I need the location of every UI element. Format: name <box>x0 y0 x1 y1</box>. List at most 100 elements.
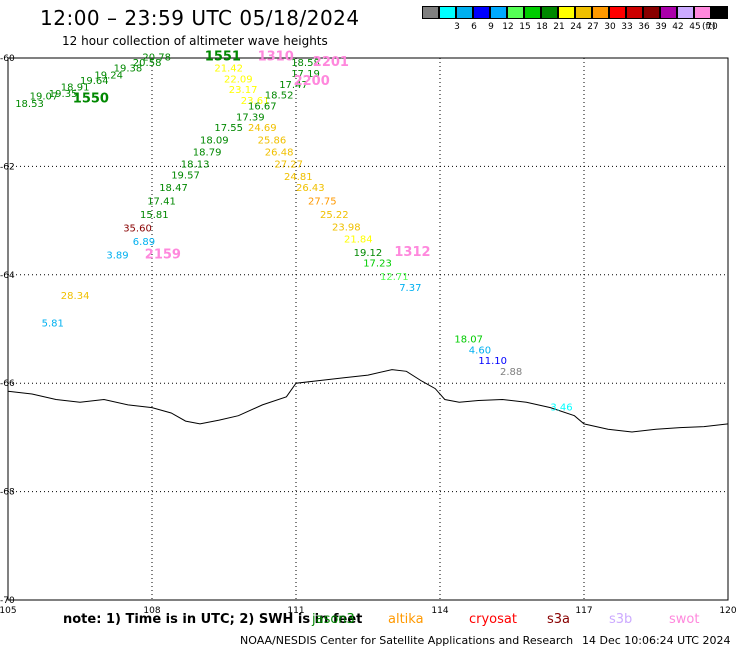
wave-height-label: 5.81 <box>42 318 64 329</box>
legend-swatch <box>643 6 660 19</box>
legend-swatch <box>575 6 592 19</box>
satellite-altika: altika <box>388 612 424 627</box>
wave-height-label: 2.88 <box>500 367 522 378</box>
wave-height-label: 19.24 <box>94 71 123 82</box>
legend-label: 9 <box>488 22 494 32</box>
legend-swatch <box>592 6 609 19</box>
wave-height-label: 27.75 <box>308 196 337 207</box>
wave-height-label: 3.46 <box>550 402 572 413</box>
wave-height-label: 23.61 <box>241 96 270 107</box>
legend-label: 6 <box>471 22 477 32</box>
legend-label: 3 <box>454 22 460 32</box>
wave-height-label: 28.34 <box>61 291 90 302</box>
lat-tick-label: -70 <box>0 596 15 606</box>
wave-height-label: 24.81 <box>284 172 313 183</box>
legend-label: 18 <box>536 22 548 32</box>
satellite-s3b: s3b <box>609 612 633 627</box>
wave-height-label: 15.81 <box>140 210 169 221</box>
plot-frame <box>7 57 729 601</box>
wave-height-label: 19.38 <box>114 64 143 75</box>
pass-time-label: 1550 <box>73 91 109 106</box>
lon-tick-label: 105 <box>0 606 17 616</box>
wave-height-label: 20.78 <box>142 53 171 64</box>
map-subtitle: 12 hour collection of altimeter wave hei… <box>62 34 328 48</box>
wave-height-label: 17.55 <box>214 123 243 134</box>
wave-height-label: 19.07 <box>30 92 59 103</box>
legend-label: 27 <box>587 22 599 32</box>
legend-label: 45 <box>689 22 701 32</box>
wave-height-label: 18.07 <box>454 335 483 346</box>
wave-height-label: 18.13 <box>181 160 210 171</box>
satellite-jason3: jason3 <box>312 612 355 627</box>
wave-height-label: 18.47 <box>159 183 188 194</box>
lat-tick-label: -60 <box>0 54 15 64</box>
lon-tick-label: 114 <box>431 606 448 616</box>
wave-height-label: 19.57 <box>171 170 200 181</box>
legend-label: 36 <box>638 22 650 32</box>
legend-swatch <box>524 6 541 19</box>
legend-swatch <box>558 6 575 19</box>
legend-label: 15 <box>519 22 531 32</box>
wave-height-label: 21.84 <box>344 234 373 245</box>
legend-label: 70 <box>706 22 718 32</box>
legend-swatch <box>456 6 473 19</box>
legend-swatch <box>473 6 490 19</box>
wave-height-label: 17.39 <box>236 112 265 123</box>
legend-label: 24 <box>570 22 582 32</box>
wave-height-label: 17.47 <box>279 80 308 91</box>
legend-swatch <box>711 6 728 19</box>
wave-height-label: 16.67 <box>248 102 277 113</box>
wave-height-label: 19.35 <box>49 89 78 100</box>
wave-height-label: 17.23 <box>363 259 392 270</box>
coastline <box>7 369 729 433</box>
wave-height-label: 17.19 <box>291 69 320 80</box>
wave-height-label: 4.60 <box>469 345 491 356</box>
legend-swatch <box>422 6 439 19</box>
wave-height-label: 24.69 <box>248 123 277 134</box>
legend-label: 21 <box>553 22 565 32</box>
wave-height-label: 18.52 <box>265 91 294 102</box>
legend-label: 12 <box>502 22 514 32</box>
pass-time-label: 1312 <box>394 245 430 260</box>
legend-swatch <box>677 6 694 19</box>
lat-tick-label: -62 <box>0 162 15 172</box>
wave-height-label: 25.22 <box>320 210 349 221</box>
pass-time-label: 2200 <box>294 74 330 89</box>
wave-height-label: 23.98 <box>332 222 361 233</box>
lat-tick-label: -64 <box>0 271 15 281</box>
wave-height-label: 6.89 <box>133 237 155 248</box>
wave-height-label: 7.37 <box>399 283 421 294</box>
wave-height-label: 18.79 <box>193 148 222 159</box>
legend-label: 42 <box>672 22 684 32</box>
legend-swatch <box>609 6 626 19</box>
wave-height-label: 3.89 <box>106 251 128 262</box>
pass-time-label: 2159 <box>145 248 181 263</box>
legend-swatch <box>490 6 507 19</box>
legend-label: 33 <box>621 22 633 32</box>
satellite-cryosat: cryosat <box>469 612 517 627</box>
lon-tick-label: 120 <box>719 606 736 616</box>
legend-swatch <box>507 6 524 19</box>
wave-height-label: 18.91 <box>61 83 90 94</box>
lon-tick-label: 111 <box>287 606 304 616</box>
lat-tick-label: -68 <box>0 488 15 498</box>
wave-height-label: 35.60 <box>123 223 152 234</box>
wave-height-label: 26.48 <box>265 148 294 159</box>
wave-height-label: 21.42 <box>214 64 243 75</box>
wave-height-label: 18.53 <box>15 99 44 110</box>
lon-tick-label: 108 <box>143 606 160 616</box>
pass-time-label: 2201 <box>313 55 349 70</box>
wave-height-label: 18.09 <box>200 136 229 147</box>
wave-height-label: 23.17 <box>229 85 258 96</box>
wave-height-label: 12.71 <box>380 272 409 283</box>
legend-swatch <box>694 6 711 19</box>
footnote: note: 1) Time is in UTC; 2) SWH is in fe… <box>63 612 363 627</box>
legend-swatch <box>439 6 456 19</box>
wave-height-label: 18.58 <box>291 58 320 69</box>
wave-height-label: 25.86 <box>258 136 287 147</box>
legend-swatch <box>660 6 677 19</box>
legend-label: 39 <box>655 22 667 32</box>
lat-tick-label: -66 <box>0 379 15 389</box>
credit-line: NOAA/NESDIS Center for Satellite Applica… <box>240 634 574 647</box>
